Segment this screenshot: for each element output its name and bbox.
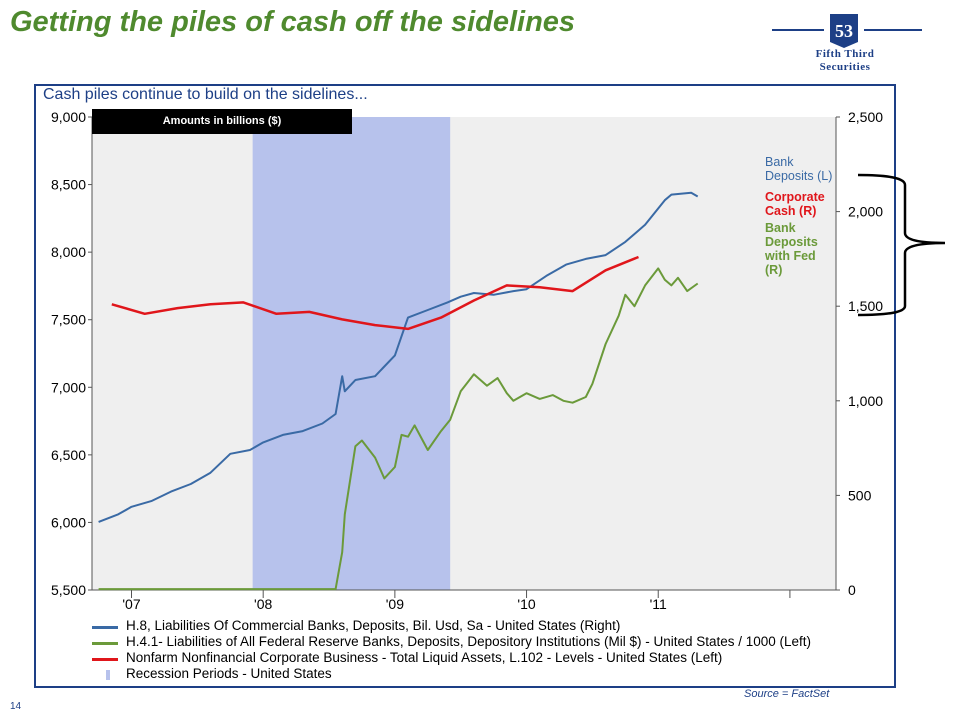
fifth-third-logo: 53 xyxy=(772,12,922,80)
x-tick-label: '11 xyxy=(650,596,667,612)
series-line-0 xyxy=(98,191,699,523)
left-tick-label: 6,500 xyxy=(51,447,86,463)
legend-label: Nonfarm Nonfinancial Corporate Business … xyxy=(126,650,723,665)
annotation-line: with Fed xyxy=(765,249,816,263)
x-tick-label: '10 xyxy=(517,596,535,612)
page-number: 14 xyxy=(10,701,22,712)
right-tick-label: 2,500 xyxy=(848,109,883,125)
series-line-2 xyxy=(111,255,639,331)
chart-legend: H.8, Liabilities Of Commercial Banks, De… xyxy=(90,618,890,683)
legend-item: Recession Periods - United States xyxy=(90,666,890,683)
plot-area xyxy=(92,117,836,590)
logo-wordmark: Fifth Third Securities xyxy=(790,48,900,74)
logo-line-2: Securities xyxy=(819,61,871,73)
legend-swatch xyxy=(106,670,110,680)
annotation-line: Deposits xyxy=(765,235,818,249)
legend-item: H.8, Liabilities Of Commercial Banks, De… xyxy=(90,618,890,635)
left-tick-label: 7,000 xyxy=(51,379,86,395)
right-tick-label: 500 xyxy=(848,487,872,503)
annotation-line: Cash (R) xyxy=(765,204,817,218)
left-tick-label: 6,000 xyxy=(51,514,86,530)
left-tick-label: 7,500 xyxy=(51,312,86,328)
left-tick-label: 5,500 xyxy=(51,582,86,598)
series-annotation: Corporate Cash (R) xyxy=(765,190,825,218)
legend-label: H.8, Liabilities Of Commercial Banks, De… xyxy=(126,618,621,633)
legend-label: H.4.1- Liabilities of All Federal Reserv… xyxy=(126,634,812,649)
x-tick-label: '08 xyxy=(254,596,272,612)
annotation-line: Bank xyxy=(765,155,794,169)
annotation-line: Corporate xyxy=(765,190,825,204)
units-note: Amounts in billions ($) xyxy=(92,109,352,134)
x-tick-label: '07 xyxy=(122,596,140,612)
left-tick-label: 9,000 xyxy=(51,109,86,125)
brace-icon xyxy=(857,173,946,317)
right-tick-label: 1,500 xyxy=(848,298,883,314)
annotation-line: (R) xyxy=(765,263,783,277)
svg-text:53: 53 xyxy=(835,21,853,41)
legend-swatch xyxy=(92,658,118,661)
annotation-line: Bank xyxy=(765,221,796,235)
logo-mark-icon: 53 xyxy=(772,14,922,48)
x-tick-label: '09 xyxy=(386,596,404,612)
chart-title: Cash piles continue to build on the side… xyxy=(43,86,368,103)
legend-label: Recession Periods - United States xyxy=(126,666,332,681)
legend-swatch xyxy=(92,642,118,645)
legend-item: H.4.1- Liabilities of All Federal Reserv… xyxy=(90,634,890,651)
left-tick-label: 8,500 xyxy=(51,177,86,193)
left-tick-label: 8,000 xyxy=(51,244,86,260)
right-tick-label: 2,000 xyxy=(848,204,883,220)
right-tick-label: 1,000 xyxy=(848,393,883,409)
series-annotation: Bank Deposits with Fed (R) xyxy=(765,221,818,277)
source-note: Source = FactSet xyxy=(744,688,830,700)
recession-band xyxy=(252,117,451,590)
annotation-line: Deposits (L) xyxy=(765,169,833,183)
series-line-1 xyxy=(98,267,699,591)
right-tick-label: 0 xyxy=(848,582,856,598)
logo-line-1: Fifth Third xyxy=(815,48,875,60)
series-annotation: Bank Deposits (L) xyxy=(765,155,832,183)
legend-item: Nonfarm Nonfinancial Corporate Business … xyxy=(90,650,890,667)
slide-title: Getting the piles of cash off the sideli… xyxy=(10,6,576,38)
legend-swatch xyxy=(92,626,118,629)
